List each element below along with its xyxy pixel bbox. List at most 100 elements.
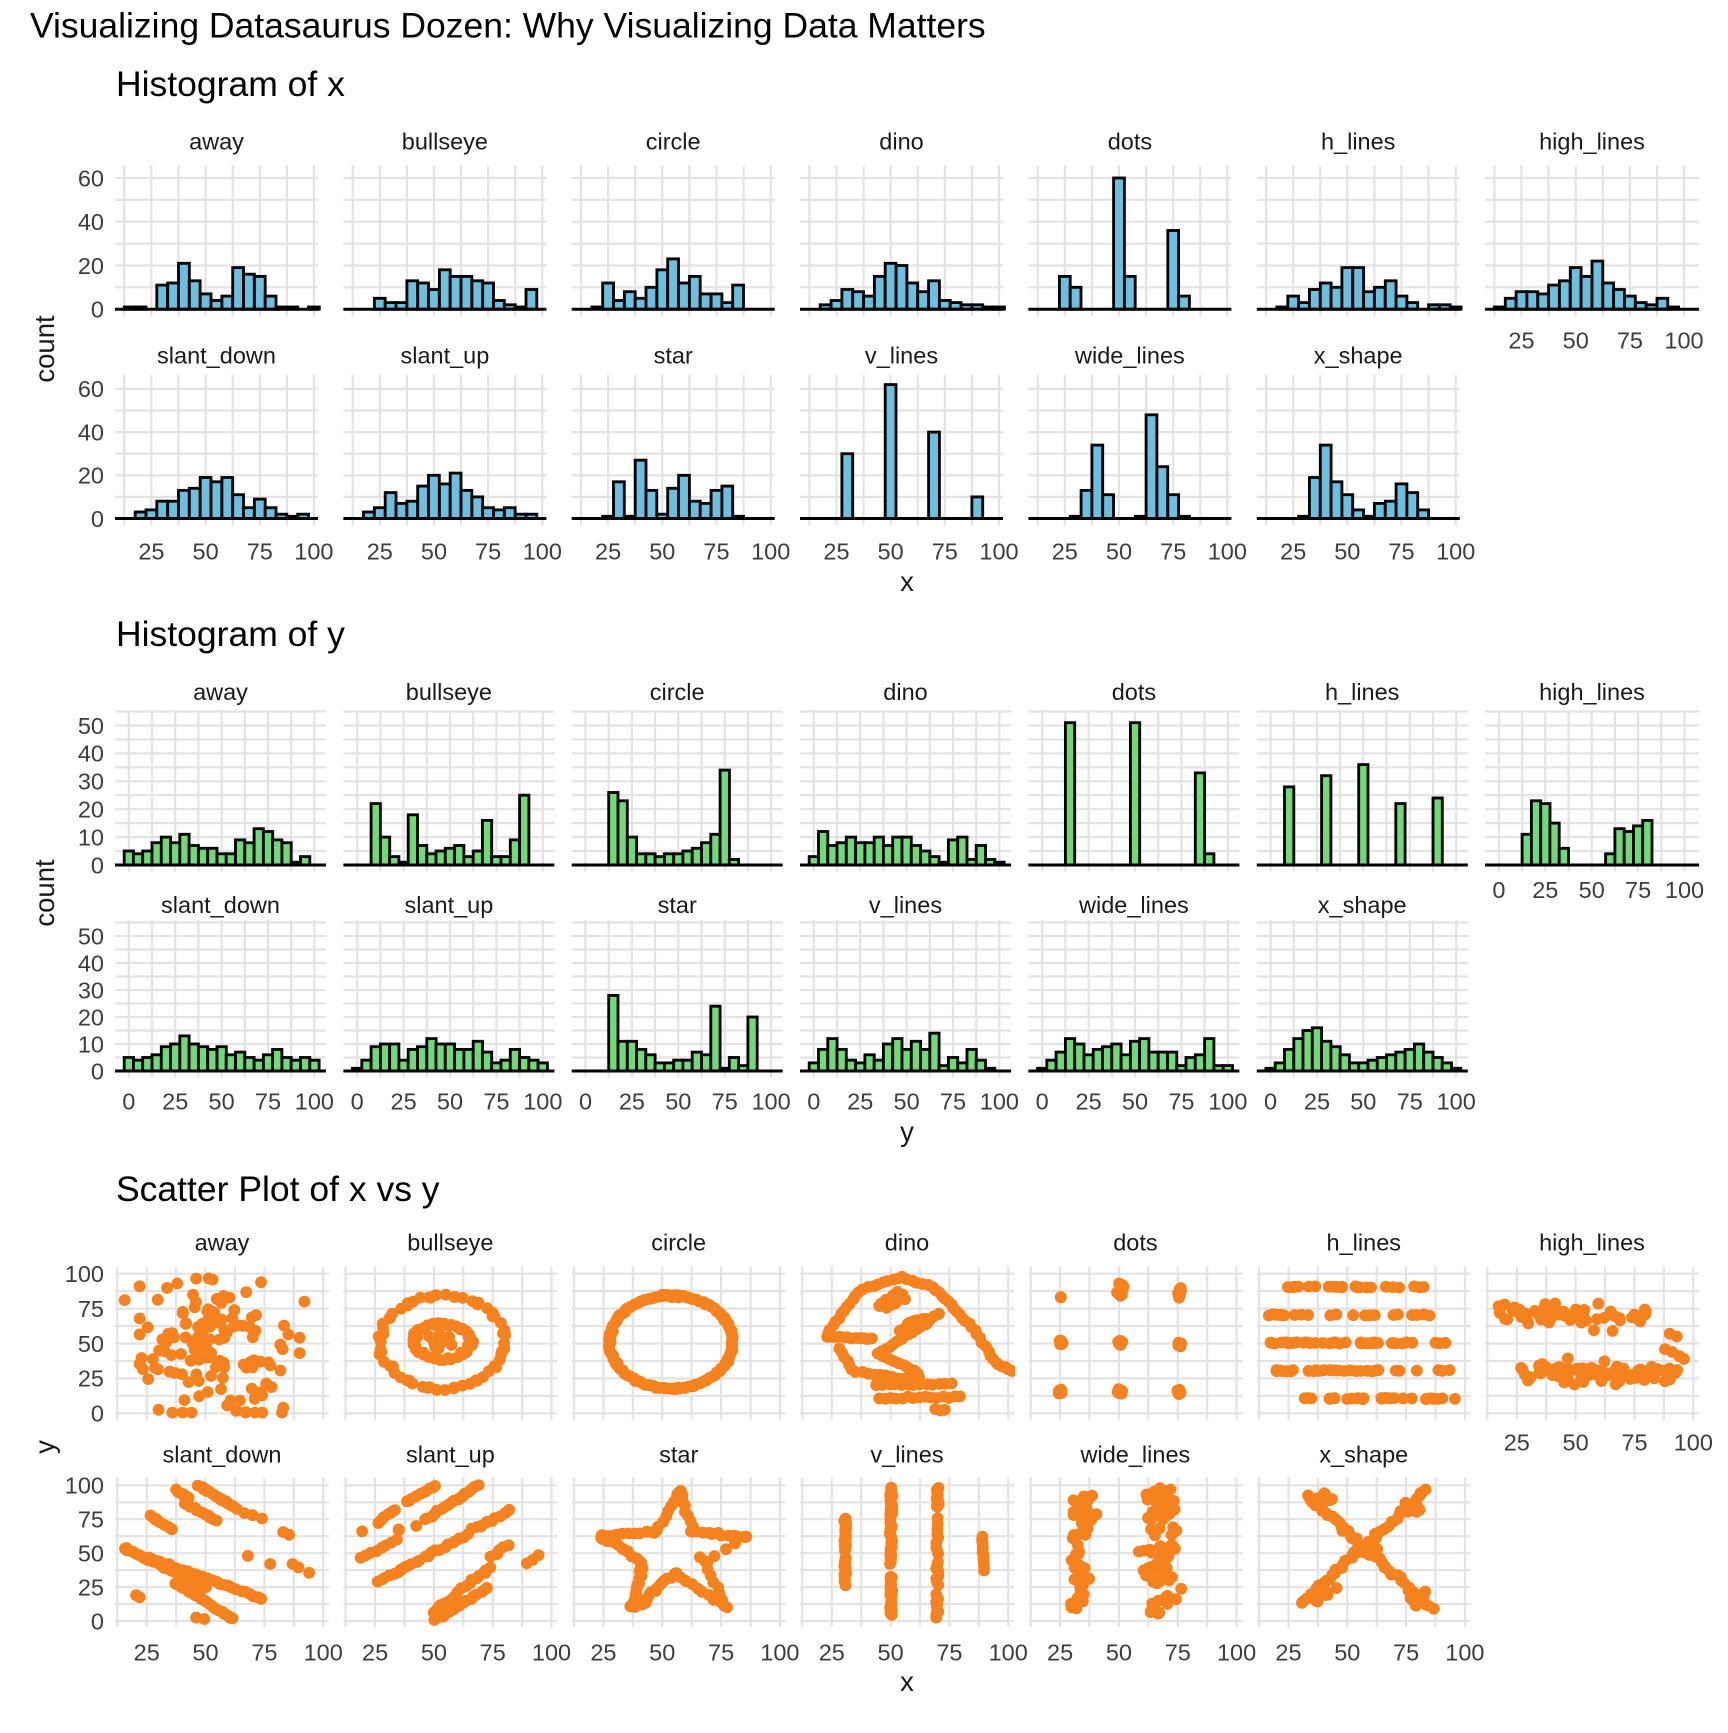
svg-text:25: 25 (1508, 328, 1534, 354)
svg-text:50: 50 (1563, 1430, 1589, 1456)
svg-text:dino: dino (879, 129, 923, 155)
svg-text:25: 25 (362, 1640, 388, 1666)
svg-text:100: 100 (294, 539, 333, 565)
svg-text:star: star (659, 1442, 698, 1468)
svg-text:50: 50 (78, 1331, 104, 1357)
svg-text:50: 50 (1563, 328, 1589, 354)
svg-text:100: 100 (989, 1640, 1028, 1666)
svg-text:100: 100 (523, 539, 562, 565)
svg-text:75: 75 (940, 1089, 966, 1115)
svg-text:wide_lines: wide_lines (1078, 892, 1189, 918)
svg-text:100: 100 (1445, 1640, 1484, 1666)
svg-text:50: 50 (1122, 1089, 1148, 1115)
svg-text:75: 75 (480, 1640, 506, 1666)
svg-text:100: 100 (65, 1473, 104, 1499)
svg-text:75: 75 (1397, 1089, 1423, 1115)
svg-text:100: 100 (1674, 1430, 1713, 1456)
svg-text:25: 25 (819, 1640, 845, 1666)
svg-text:0: 0 (579, 1089, 592, 1115)
svg-text:100: 100 (979, 539, 1018, 565)
svg-text:circle: circle (651, 1230, 706, 1256)
svg-text:100: 100 (751, 539, 790, 565)
svg-text:slant_down: slant_down (161, 892, 280, 918)
svg-text:75: 75 (1621, 1430, 1647, 1456)
svg-text:25: 25 (619, 1089, 645, 1115)
svg-text:v_lines: v_lines (865, 343, 938, 369)
svg-text:50: 50 (421, 539, 447, 565)
svg-text:20: 20 (78, 797, 104, 823)
svg-text:dots: dots (1112, 679, 1156, 705)
svg-text:dino: dino (883, 679, 927, 705)
svg-text:100: 100 (980, 1089, 1019, 1115)
svg-text:away: away (193, 679, 248, 705)
svg-text:circle: circle (646, 129, 701, 155)
svg-text:20: 20 (78, 1004, 104, 1030)
svg-text:25: 25 (78, 1366, 104, 1392)
svg-text:0: 0 (1036, 1089, 1049, 1115)
svg-text:20: 20 (78, 463, 104, 489)
svg-text:25: 25 (78, 1574, 104, 1600)
svg-text:0: 0 (91, 297, 104, 323)
svg-text:bullseye: bullseye (402, 129, 488, 155)
svg-text:0: 0 (91, 1608, 104, 1634)
svg-text:wide_lines: wide_lines (1074, 343, 1185, 369)
svg-text:high_lines: high_lines (1539, 129, 1645, 155)
svg-text:50: 50 (1334, 539, 1360, 565)
svg-text:50: 50 (437, 1089, 463, 1115)
svg-text:Visualizing Datasaurus Dozen:: Visualizing Datasaurus Dozen: Why Visual… (30, 6, 986, 46)
svg-text:star: star (658, 892, 697, 918)
svg-text:h_lines: h_lines (1327, 1230, 1401, 1256)
svg-text:100: 100 (1217, 1640, 1256, 1666)
svg-text:0: 0 (351, 1089, 364, 1115)
svg-text:75: 75 (708, 1640, 734, 1666)
svg-text:50: 50 (209, 1089, 235, 1115)
svg-text:star: star (654, 343, 693, 369)
svg-text:40: 40 (78, 950, 104, 976)
svg-text:75: 75 (936, 1640, 962, 1666)
svg-text:dino: dino (885, 1230, 929, 1256)
svg-text:100: 100 (532, 1640, 571, 1666)
svg-text:25: 25 (138, 539, 164, 565)
svg-text:25: 25 (162, 1089, 188, 1115)
svg-text:x_shape: x_shape (1318, 892, 1407, 918)
svg-text:50: 50 (1350, 1089, 1376, 1115)
svg-text:25: 25 (1275, 1640, 1301, 1666)
svg-text:100: 100 (304, 1640, 343, 1666)
svg-text:0: 0 (91, 506, 104, 532)
svg-text:25: 25 (1076, 1089, 1102, 1115)
svg-text:50: 50 (649, 539, 675, 565)
svg-text:50: 50 (878, 539, 904, 565)
svg-text:x_shape: x_shape (1319, 1442, 1408, 1468)
svg-text:Histogram of x: Histogram of x (116, 64, 345, 104)
svg-text:x: x (900, 1666, 914, 1697)
svg-text:50: 50 (1106, 539, 1132, 565)
svg-text:40: 40 (78, 419, 104, 445)
svg-text:100: 100 (1436, 539, 1475, 565)
svg-text:50: 50 (665, 1089, 691, 1115)
svg-text:v_lines: v_lines (870, 1442, 943, 1468)
svg-text:50: 50 (192, 1640, 218, 1666)
svg-text:60: 60 (78, 376, 104, 402)
svg-text:50: 50 (894, 1089, 920, 1115)
svg-text:75: 75 (1160, 539, 1186, 565)
svg-text:25: 25 (590, 1640, 616, 1666)
svg-text:25: 25 (1304, 1089, 1330, 1115)
svg-text:v_lines: v_lines (869, 892, 942, 918)
svg-text:count: count (29, 859, 60, 927)
svg-text:Histogram of y: Histogram of y (116, 614, 345, 654)
svg-text:30: 30 (78, 769, 104, 795)
svg-text:0: 0 (807, 1089, 820, 1115)
svg-text:100: 100 (1437, 1089, 1476, 1115)
svg-text:0: 0 (122, 1089, 135, 1115)
svg-text:75: 75 (1393, 1640, 1419, 1666)
svg-text:away: away (195, 1230, 250, 1256)
svg-text:slant_up: slant_up (404, 892, 493, 918)
svg-text:75: 75 (1617, 328, 1643, 354)
svg-text:away: away (189, 129, 244, 155)
svg-text:25: 25 (823, 539, 849, 565)
svg-text:75: 75 (78, 1507, 104, 1533)
svg-text:75: 75 (1165, 1640, 1191, 1666)
svg-text:50: 50 (649, 1640, 675, 1666)
svg-text:50: 50 (1579, 877, 1605, 903)
svg-text:50: 50 (78, 713, 104, 739)
